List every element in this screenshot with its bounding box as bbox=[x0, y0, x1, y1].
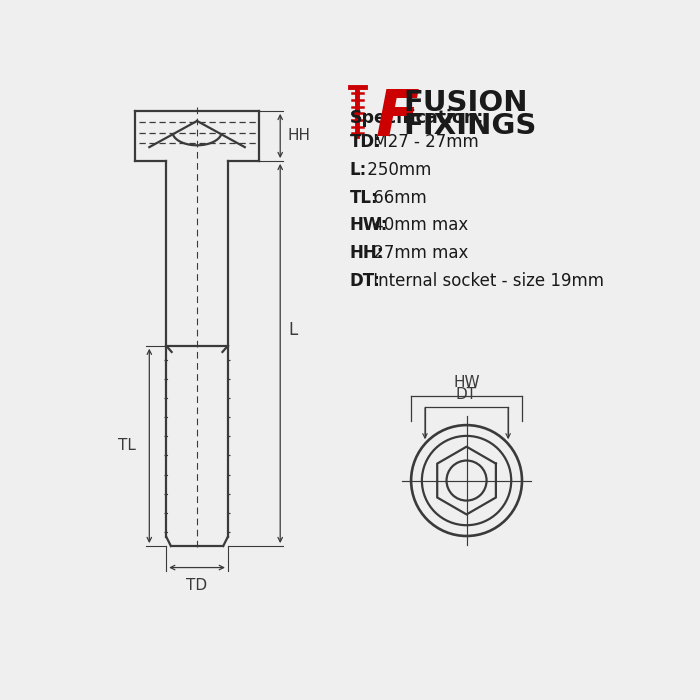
Text: 250mm: 250mm bbox=[362, 161, 431, 179]
Text: DT:: DT: bbox=[349, 272, 380, 290]
Text: TD: TD bbox=[186, 578, 208, 594]
Text: HH:: HH: bbox=[349, 244, 384, 262]
Text: DT: DT bbox=[456, 387, 477, 402]
Text: TL:: TL: bbox=[349, 189, 378, 206]
Text: 40mm max: 40mm max bbox=[368, 216, 469, 235]
Text: FIXINGS: FIXINGS bbox=[403, 112, 537, 140]
Text: L: L bbox=[288, 321, 298, 340]
Text: Specification:: Specification: bbox=[349, 108, 484, 127]
Text: Internal socket - size 19mm: Internal socket - size 19mm bbox=[368, 272, 605, 290]
Text: FUSION: FUSION bbox=[403, 89, 528, 117]
Text: L:: L: bbox=[349, 161, 367, 179]
Text: HW: HW bbox=[453, 374, 480, 390]
Text: HW:: HW: bbox=[349, 216, 388, 235]
Text: 27mm max: 27mm max bbox=[368, 244, 469, 262]
Text: M27 - 27mm: M27 - 27mm bbox=[368, 133, 480, 151]
Text: TL: TL bbox=[118, 438, 135, 454]
Text: F: F bbox=[376, 87, 419, 149]
Text: TD:: TD: bbox=[349, 133, 382, 151]
Text: 66mm: 66mm bbox=[368, 189, 427, 206]
Text: HH: HH bbox=[288, 129, 311, 144]
